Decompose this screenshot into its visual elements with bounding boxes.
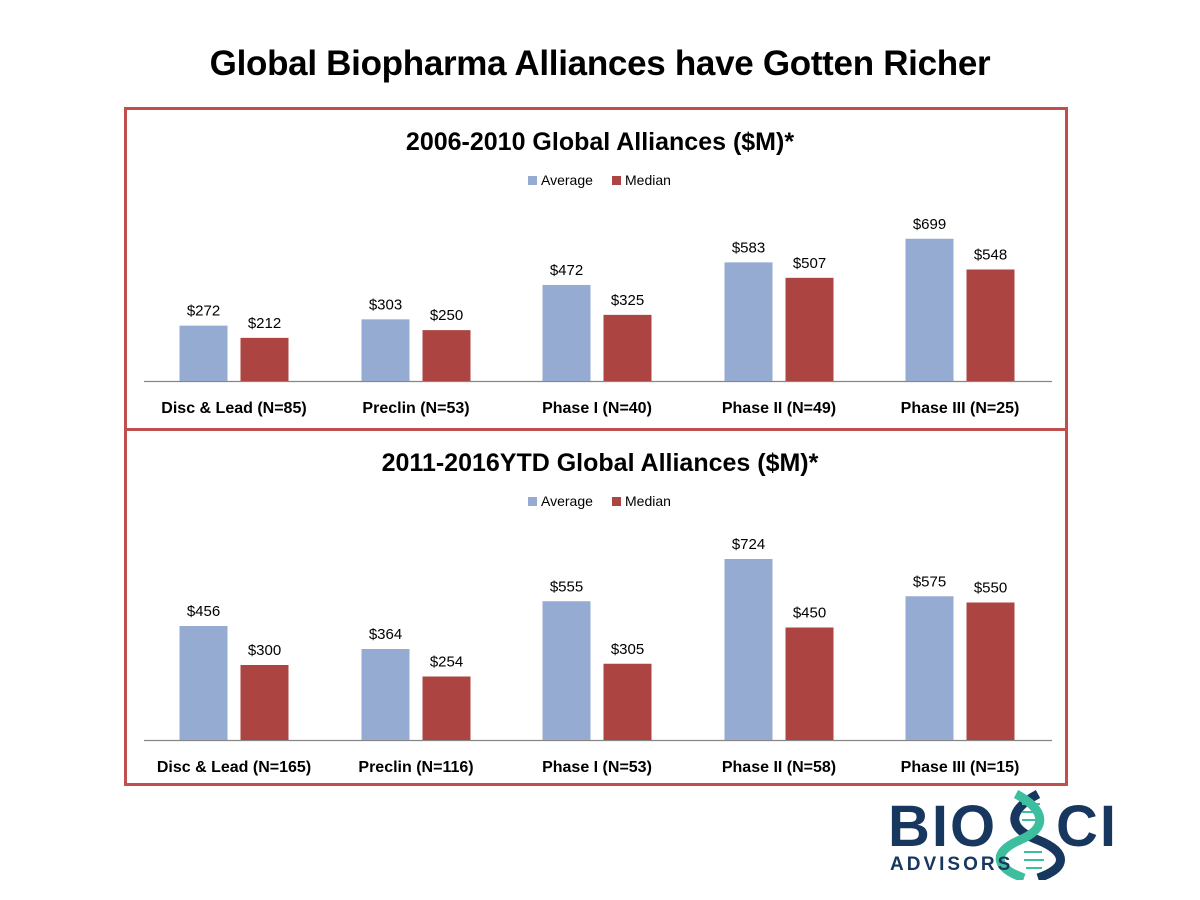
data-label-median: $548 (974, 246, 1007, 263)
category-label: Preclin (N=116) (358, 759, 473, 776)
logo-tagline: ADVISORS (890, 854, 1013, 875)
data-label-average: $724 (732, 536, 765, 553)
bar-median (785, 627, 834, 740)
data-label-average: $272 (187, 303, 220, 320)
data-label-average: $456 (187, 603, 220, 620)
category-label: Phase III (N=25) (901, 400, 1020, 417)
bar-average (724, 262, 773, 381)
bar-median (422, 330, 471, 381)
data-label-median: $550 (974, 580, 1007, 597)
data-label-average: $555 (550, 578, 583, 595)
bar-median (422, 676, 471, 740)
bar-median (603, 314, 652, 381)
legend-label-median: Median (625, 172, 671, 188)
category-label: Disc & Lead (N=85) (161, 400, 306, 417)
category-label: Phase I (N=53) (542, 759, 652, 776)
data-label-average: $303 (369, 296, 402, 313)
chart-title: 2006-2010 Global Alliances ($M)* (406, 128, 794, 156)
category-label: Phase I (N=40) (542, 400, 652, 417)
category-label: Phase III (N=15) (901, 759, 1020, 776)
data-label-average: $364 (369, 626, 402, 643)
category-label: Phase II (N=58) (722, 759, 836, 776)
legend-label-average: Average (541, 493, 593, 509)
data-label-average: $575 (913, 573, 946, 590)
data-label-median: $250 (430, 307, 463, 324)
legend-swatch-average (528, 176, 537, 185)
biosci-advisors-logo: BIO CI ADVISORS (888, 790, 1118, 880)
data-label-median: $450 (793, 605, 826, 622)
bar-median (603, 663, 652, 740)
data-label-median: $254 (430, 654, 463, 671)
charts-frame (124, 107, 1068, 786)
legend-label-average: Average (541, 172, 593, 188)
data-label-average: $699 (913, 216, 946, 233)
category-label: Preclin (N=53) (362, 400, 469, 417)
category-label: Phase II (N=49) (722, 400, 836, 417)
bar-average (361, 319, 410, 381)
chart-title: 2011-2016YTD Global Alliances ($M)* (382, 449, 819, 477)
logo-text-ci: CI (1056, 794, 1118, 859)
dna-helix-icon (995, 790, 1065, 880)
data-label-median: $305 (611, 641, 644, 658)
bar-median (240, 337, 289, 381)
category-label: Disc & Lead (N=165) (157, 759, 311, 776)
bar-average (179, 325, 228, 381)
bar-average (724, 559, 773, 740)
bar-average (542, 601, 591, 740)
data-label-median: $300 (248, 642, 281, 659)
slide-title: Global Biopharma Alliances have Gotten R… (209, 44, 991, 83)
bar-median (966, 602, 1015, 740)
bar-average (905, 238, 954, 381)
legend-swatch-average (528, 497, 537, 506)
data-label-average: $583 (732, 239, 765, 256)
bar-average (179, 626, 228, 740)
bar-median (785, 277, 834, 381)
data-label-average: $472 (550, 262, 583, 279)
legend-swatch-median (612, 176, 621, 185)
bar-median (240, 665, 289, 740)
data-label-median: $325 (611, 292, 644, 309)
bar-median (966, 269, 1015, 381)
bar-average (542, 284, 591, 381)
logo-text-bio: BIO (888, 794, 997, 859)
bar-average (361, 649, 410, 740)
data-label-median: $212 (248, 315, 281, 332)
data-label-median: $507 (793, 255, 826, 272)
chart-divider (124, 428, 1068, 431)
legend-label-median: Median (625, 493, 671, 509)
legend-swatch-median (612, 497, 621, 506)
bar-average (905, 596, 954, 740)
